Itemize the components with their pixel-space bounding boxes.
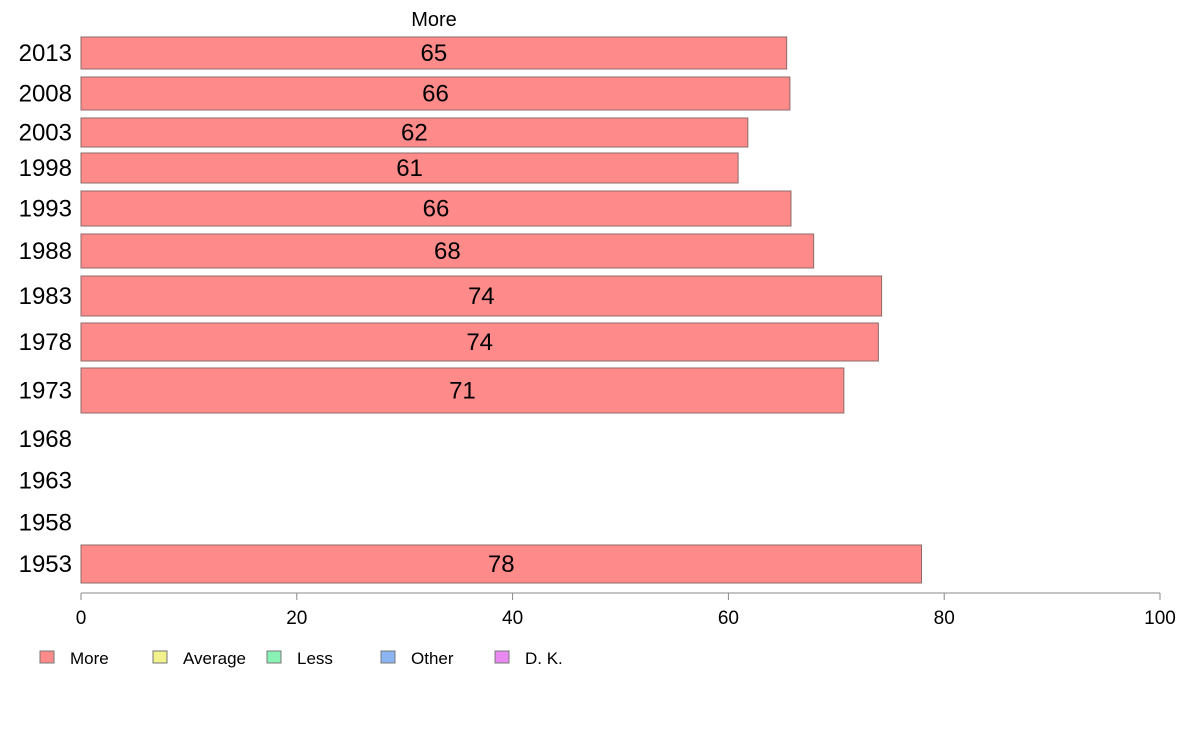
bar (80, 76, 791, 111)
category-label: 1958 (19, 510, 72, 537)
category-labels: 2013 2008 2003 1998 1993 1988 1983 1978 1973 1968… (19, 40, 72, 578)
legend-label: D. K. (525, 649, 563, 668)
category-label: 1978 (19, 329, 72, 356)
bar (80, 190, 792, 227)
category-label: 1953 (19, 551, 72, 578)
legend-label: More (70, 649, 109, 668)
bar-value-label: 78 (488, 551, 515, 578)
legend-swatch (266, 650, 282, 664)
legend-label: Other (411, 649, 454, 668)
category-label: 1993 (19, 196, 72, 223)
bar-value-label: 71 (449, 378, 476, 405)
category-label: 2003 (19, 120, 72, 147)
category-label: 1988 (19, 238, 72, 265)
legend-swatch (494, 650, 510, 664)
bars-group (80, 36, 923, 584)
x-ticks: 0 20 40 60 80 100 (76, 593, 1176, 629)
bar (80, 36, 788, 70)
bar-value-label: 66 (423, 196, 450, 223)
x-tick-label: 0 (76, 608, 87, 629)
chart-title: More (411, 9, 457, 31)
category-label: 1968 (19, 426, 72, 453)
x-tick-label: 40 (502, 608, 523, 629)
bar (80, 117, 749, 148)
legend-swatch (380, 650, 396, 664)
bar (80, 152, 739, 184)
bar (80, 275, 883, 317)
legend-swatch (39, 650, 55, 664)
bar-value-label: 65 (420, 40, 447, 67)
x-axis: 0 20 40 60 80 100 (76, 592, 1176, 629)
bar-value-label: 61 (396, 155, 423, 182)
category-label: 1973 (19, 378, 72, 405)
legend-swatch (152, 650, 168, 664)
bar-value-label: 74 (466, 329, 493, 356)
category-label: 1963 (19, 468, 72, 495)
category-label: 2008 (19, 81, 72, 108)
bar (80, 322, 879, 362)
bar (80, 233, 815, 269)
x-tick-label: 80 (934, 608, 955, 629)
bar-value-label: 74 (468, 283, 495, 310)
bar-value-label: 68 (434, 238, 461, 265)
legend-label: Average (183, 649, 246, 668)
category-label: 2013 (19, 40, 72, 67)
bar (80, 544, 923, 584)
x-tick-label: 20 (286, 608, 307, 629)
x-tick-label: 100 (1144, 608, 1176, 629)
category-label: 1983 (19, 283, 72, 310)
bar (80, 367, 845, 414)
bar-value-label: 62 (401, 120, 428, 147)
legend: More Average Less Other D. K. (39, 649, 563, 668)
x-tick-label: 60 (718, 608, 739, 629)
bar-value-label: 66 (422, 81, 449, 108)
category-label: 1998 (19, 155, 72, 182)
legend-label: Less (297, 649, 333, 668)
